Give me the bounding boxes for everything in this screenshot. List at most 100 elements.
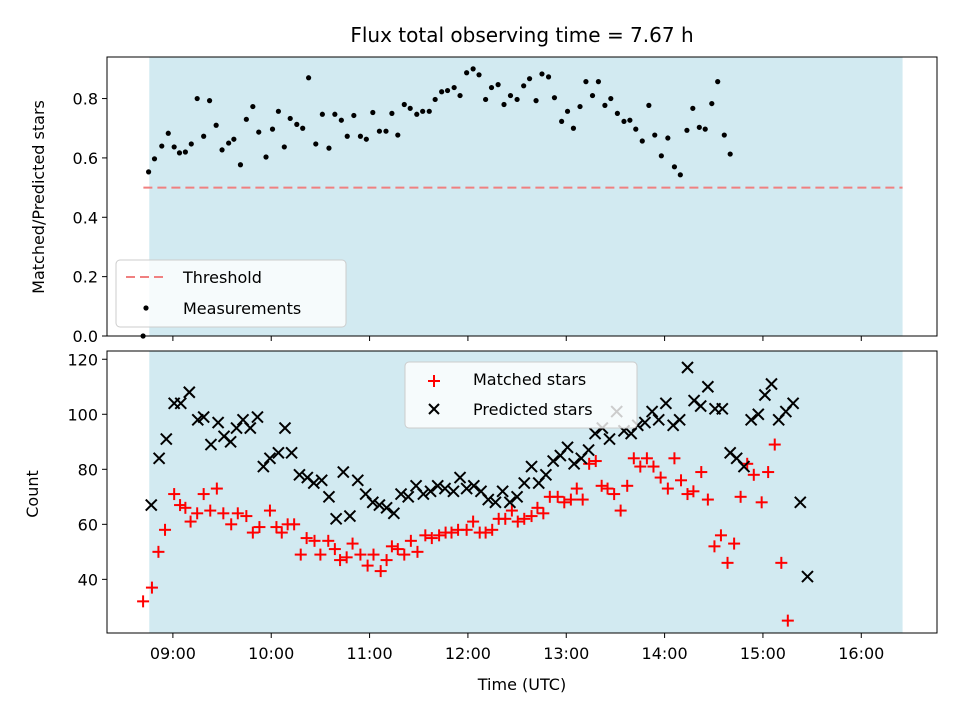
matched-star-point xyxy=(701,493,714,506)
matched-star-point xyxy=(137,595,150,608)
predicted-star-point xyxy=(257,460,270,473)
matched-star-point xyxy=(511,515,524,528)
matched-star-point xyxy=(152,545,165,558)
matched-stars-series xyxy=(137,438,794,627)
matched-legend-label: Matched stars xyxy=(473,370,586,389)
matched-star-point xyxy=(210,482,223,495)
matched-star-point xyxy=(300,532,313,545)
measurements-legend-swatch xyxy=(143,305,149,311)
measurement-point xyxy=(589,92,596,99)
y-tick-label: 0.0 xyxy=(73,327,98,346)
x-tick-label: 16:00 xyxy=(838,644,884,663)
matched-star-point xyxy=(191,507,204,520)
matched-star-point xyxy=(714,529,727,542)
matched-star-point xyxy=(411,545,424,558)
matched-star-point xyxy=(775,556,788,569)
predicted-star-point xyxy=(673,413,686,426)
matched-star-point xyxy=(168,488,181,501)
predicted-star-point xyxy=(489,496,502,509)
x-tick-label: 13:00 xyxy=(543,644,589,663)
measurement-point xyxy=(281,144,287,150)
matched-star-point xyxy=(240,510,253,523)
matched-star-point xyxy=(419,529,432,542)
matched-star-point xyxy=(294,548,307,561)
measurement-point xyxy=(389,110,395,116)
predicted-star-point xyxy=(652,413,665,426)
measurement-point xyxy=(363,136,369,142)
y-tick-label: 0.8 xyxy=(73,90,98,109)
predicted-star-point xyxy=(716,402,729,415)
predicted-legend-swatch xyxy=(428,403,440,415)
x-tick-label: 12:00 xyxy=(445,644,491,663)
measurement-point xyxy=(621,118,627,125)
matched-star-point xyxy=(346,537,359,550)
threshold-legend-label: Threshold xyxy=(182,268,262,287)
measurement-point xyxy=(300,125,306,131)
predicted-star-point xyxy=(322,490,336,504)
measurement-point xyxy=(194,95,200,102)
predicted-star-point xyxy=(539,468,553,482)
predicted-star-point xyxy=(366,496,380,509)
matched-star-point xyxy=(217,507,230,520)
matched-star-point xyxy=(595,479,608,492)
measurement-point xyxy=(696,124,702,130)
measurement-point xyxy=(684,127,690,133)
measurement-point xyxy=(165,130,171,136)
measurement-point xyxy=(294,121,300,127)
predicted-star-point xyxy=(503,496,517,509)
measurement-point xyxy=(727,151,733,157)
measurement-point xyxy=(709,100,715,107)
measurement-point xyxy=(602,102,608,108)
measurement-point xyxy=(652,132,658,138)
measurements-legend-label: Measurements xyxy=(183,299,301,318)
top-y-axis-label: Matched/Predicted stars xyxy=(29,100,48,294)
measurement-point xyxy=(457,92,463,99)
measurement-point xyxy=(395,132,401,138)
measurement-point xyxy=(326,145,332,151)
matched-star-point xyxy=(179,501,192,514)
matched-star-point xyxy=(589,455,602,468)
measurement-point xyxy=(444,87,451,94)
predicted-star-point xyxy=(744,413,758,426)
measurement-point xyxy=(401,101,407,108)
matched-star-point xyxy=(445,526,458,539)
predicted-star-point xyxy=(183,386,196,399)
measurement-point xyxy=(633,126,639,132)
measurement-point xyxy=(521,83,527,89)
x-tick-label: 14:00 xyxy=(642,644,688,663)
matched-star-point xyxy=(583,457,596,470)
predicted-star-point xyxy=(278,421,292,435)
measurement-point xyxy=(305,75,312,81)
predicted-star-point xyxy=(380,501,393,515)
matched-star-point xyxy=(647,460,660,473)
matched-star-point xyxy=(367,548,380,561)
y-tick-label: 0.6 xyxy=(73,149,98,168)
measurement-point xyxy=(721,132,727,138)
measurement-point xyxy=(507,92,514,99)
predicted-star-point xyxy=(272,446,285,460)
matched-star-point xyxy=(525,510,538,523)
measurement-point xyxy=(159,143,165,149)
predicted-star-point xyxy=(293,468,306,482)
predicted-star-point xyxy=(152,452,166,465)
x-tick-label: 11:00 xyxy=(347,644,393,663)
predicted-star-point xyxy=(659,397,673,410)
matched-star-point xyxy=(601,482,614,495)
measurement-point xyxy=(145,169,152,175)
measurement-point xyxy=(250,103,256,110)
measurement-point xyxy=(439,89,445,95)
predicted-star-point xyxy=(402,490,415,504)
measurement-point xyxy=(256,129,262,135)
predicted-star-point xyxy=(204,438,218,451)
matched-star-point xyxy=(675,474,688,487)
matched-star-point xyxy=(640,452,653,465)
predicted-star-point xyxy=(681,361,694,374)
predicted-star-point xyxy=(694,399,707,413)
predicted-star-point xyxy=(230,421,243,435)
measurement-point xyxy=(231,136,237,142)
predicted-star-point xyxy=(765,377,778,391)
measurement-point xyxy=(483,96,489,103)
matched-star-point xyxy=(627,452,640,465)
matched-star-point xyxy=(755,496,768,509)
predicted-star-point xyxy=(525,460,538,473)
